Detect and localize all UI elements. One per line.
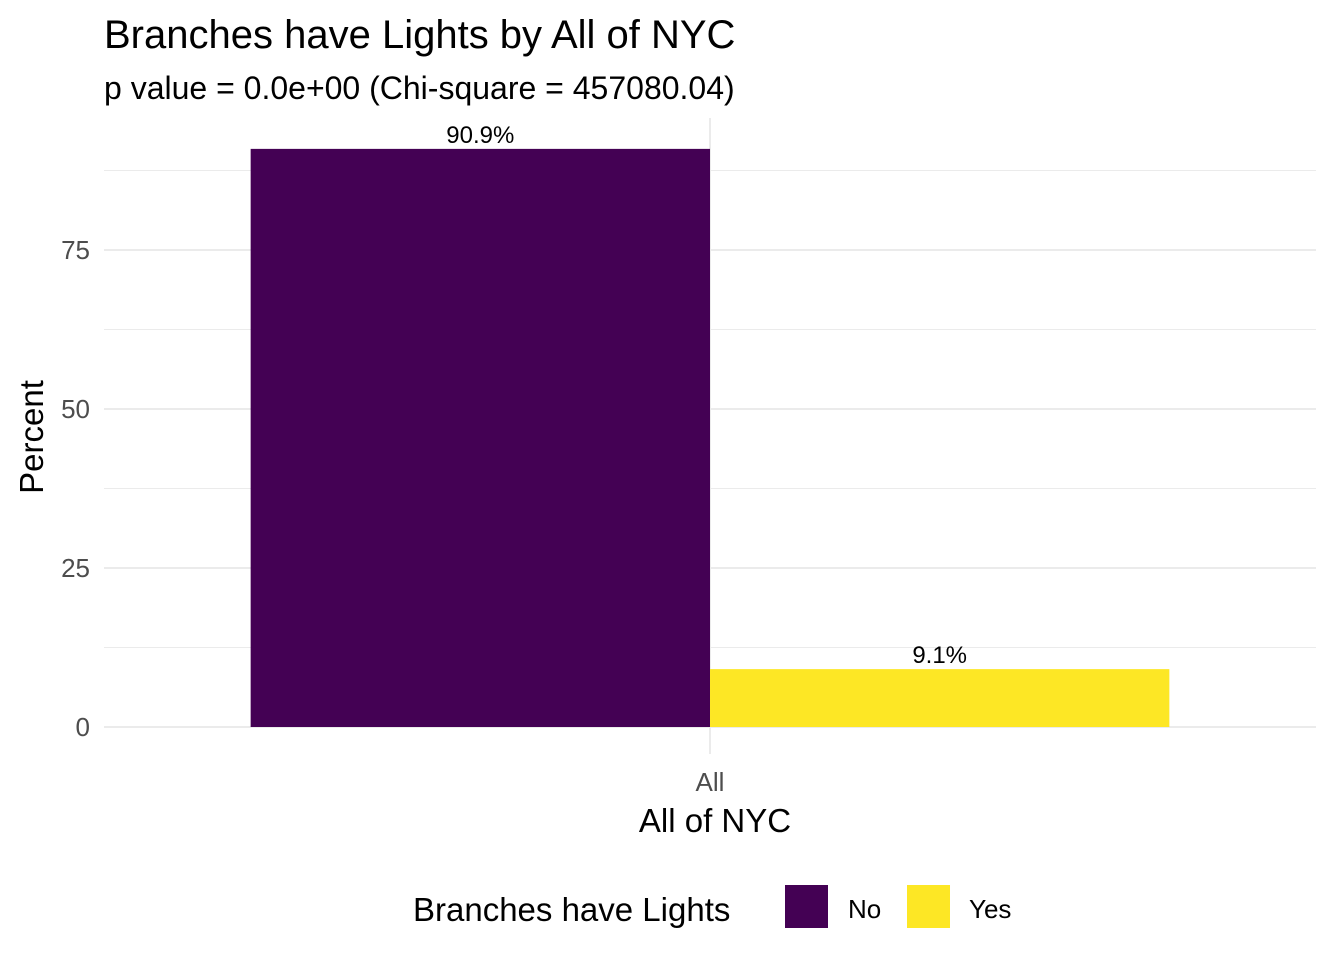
y-tick-label: 25 xyxy=(61,553,90,583)
x-axis-ticks: All xyxy=(696,767,725,797)
x-tick-label: All xyxy=(696,767,725,797)
chart-title: Branches have Lights by All of NYC xyxy=(104,13,735,57)
legend: Branches have Lights No Yes xyxy=(413,885,1011,928)
y-tick-label: 50 xyxy=(61,394,90,424)
legend-title: Branches have Lights xyxy=(413,891,730,928)
y-axis-ticks: 0 25 50 75 xyxy=(61,235,90,742)
legend-swatch-no xyxy=(785,885,828,928)
bar-label-yes: 9.1% xyxy=(912,642,967,669)
bar-yes xyxy=(710,669,1170,727)
legend-swatch-yes xyxy=(907,885,950,928)
y-tick-label: 0 xyxy=(76,712,90,742)
y-axis-title: Percent xyxy=(13,380,50,494)
bar-label-no: 90.9% xyxy=(446,122,514,149)
bar-labels: 90.9% 9.1% xyxy=(446,122,967,669)
legend-label-yes: Yes xyxy=(969,894,1011,924)
x-axis-title: All of NYC xyxy=(639,802,791,839)
bar-no xyxy=(250,148,711,728)
bars xyxy=(250,148,1170,728)
legend-label-no: No xyxy=(848,894,881,924)
y-tick-label: 75 xyxy=(61,235,90,265)
chart-subtitle: p value = 0.0e+00 (Chi-square = 457080.0… xyxy=(104,70,735,106)
